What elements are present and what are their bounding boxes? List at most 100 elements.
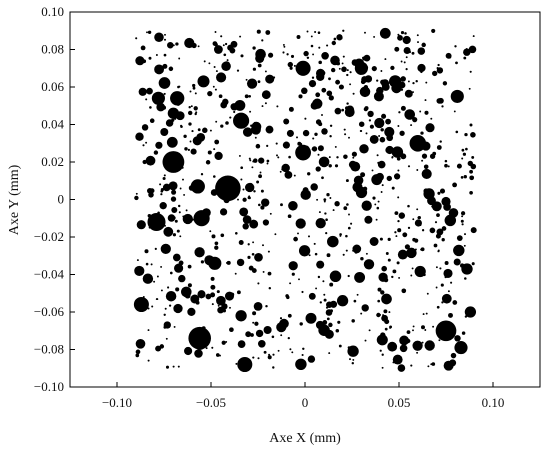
data-point [349,358,351,361]
data-point [321,87,327,93]
data-point [354,61,368,75]
data-point [182,213,193,225]
data-point [419,223,422,227]
data-point [363,259,375,270]
data-point [345,234,348,238]
data-point [275,142,278,145]
data-point [216,295,226,306]
data-point [393,346,397,350]
y-tick-label: 0.08 [41,42,64,57]
data-point [156,102,166,112]
data-point [249,159,252,162]
data-point [287,214,292,219]
data-point [184,292,191,299]
data-point [441,301,444,304]
data-point [324,212,327,215]
y-tick-label: −0.06 [34,304,65,319]
data-point [277,349,280,352]
data-point [421,325,425,330]
data-point [328,164,332,168]
data-point [410,124,413,127]
data-point [333,37,337,41]
data-point [334,145,337,148]
data-point [325,232,328,235]
data-point [182,178,184,181]
data-point [416,34,419,37]
data-point [415,80,418,83]
data-point [295,218,306,229]
data-point [276,154,278,157]
data-point [404,244,410,250]
data-point [402,35,411,45]
data-point [450,352,457,359]
data-point [376,154,379,157]
data-point [424,340,435,351]
data-point [254,136,257,139]
data-point [417,63,426,73]
data-point [397,169,400,172]
data-point [214,245,219,250]
y-tick-label: 0.04 [41,117,64,132]
data-point [329,302,332,305]
data-point [158,77,171,89]
data-point [344,133,347,136]
data-point [295,358,307,371]
data-point [380,128,384,132]
data-point [321,51,329,60]
data-point [159,202,167,210]
data-point [207,90,213,97]
data-point [295,60,311,76]
data-point [298,278,300,281]
data-point [396,156,401,161]
data-point [425,81,428,84]
data-point [242,127,253,137]
data-point [168,304,172,307]
data-point [242,215,252,224]
data-point [137,273,140,275]
data-point [286,53,289,56]
data-point [397,35,403,41]
data-point [447,54,452,59]
data-point [269,212,272,215]
data-point [209,230,212,233]
data-point [265,30,271,35]
data-point [315,92,321,98]
data-point [290,54,295,58]
data-point [182,215,185,218]
data-point [397,33,400,36]
y-tick-label: 0.06 [41,79,64,94]
data-point [187,283,192,288]
data-point [386,134,394,142]
data-point [177,204,181,208]
data-point [453,258,461,266]
data-point [236,69,240,72]
data-point [402,232,408,238]
data-point [252,67,257,71]
data-point [381,184,384,187]
data-point [421,341,424,344]
data-point [160,128,169,136]
data-point [353,299,357,303]
x-tick-label: 0.05 [388,395,411,410]
data-point [297,232,299,235]
data-point [342,55,345,58]
data-point [214,151,223,161]
data-point [230,292,235,297]
data-point [173,325,176,328]
data-point [330,55,340,66]
data-point [238,240,244,245]
data-point [233,112,250,129]
data-point [444,261,449,265]
data-point [442,81,448,86]
data-point [177,85,180,89]
data-point [368,119,372,122]
data-point [216,72,227,83]
data-point [298,245,311,257]
data-point [155,54,158,56]
data-point [421,229,425,232]
data-point [439,188,446,194]
data-point [162,176,166,181]
data-point [242,197,247,202]
data-point [248,182,253,188]
data-point [335,79,341,85]
